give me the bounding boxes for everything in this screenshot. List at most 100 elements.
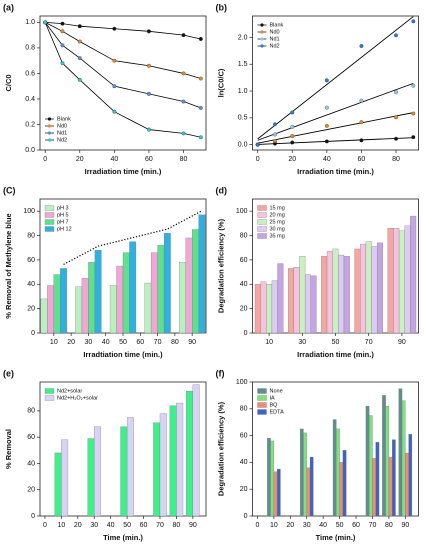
x-tick-label: 30 [303,522,311,529]
point [198,76,203,81]
legend-label: Nd0 [270,29,280,35]
x-tick-label: 10 [265,339,273,346]
bar [398,230,405,334]
bar [61,439,69,517]
legend-label: pH 7 [57,219,69,225]
bar [354,248,361,334]
series-line [45,22,201,79]
legend-label: Nd1 [57,130,67,136]
point [181,99,186,104]
x-tick-label: 40 [107,522,115,529]
legend-label: BQ [270,402,279,408]
point [181,33,186,38]
x-axis-label: Irradiation time (min.) [85,167,162,176]
x-tick-label: 40 [323,156,331,163]
point [394,90,398,95]
legend-marker [260,23,264,27]
bar [392,439,396,517]
y-tick-label: 0 [244,513,248,520]
bar [310,275,317,334]
legend-marker [260,44,264,48]
y-axis-label: % Removal [4,429,13,469]
point [394,33,398,38]
bar [109,285,117,334]
bar [410,215,417,334]
bar [159,413,167,517]
point [112,84,117,89]
bar [342,450,347,517]
panel: (d) Irradiation time (min.) Degradation ef… [216,185,419,359]
point [394,115,398,120]
fit-line [257,82,414,141]
x-tick-label: 20 [76,156,84,163]
bar [169,405,177,517]
legend-label: EDTA [270,409,285,415]
bar [129,241,137,334]
bar [186,391,194,517]
y-tick-label: 60 [240,432,248,439]
legend-marker [47,131,52,135]
bar [343,256,350,334]
legend-label: pH 3 [57,205,69,211]
x-tick-label: 60 [136,339,144,346]
bar [185,237,193,334]
y-tick-label: 0 [31,330,35,337]
legend-swatch [44,226,55,232]
panel: (C) Irradtiation time (min.) % Removal of … [3,185,207,359]
legend-label: Nd0 [57,123,67,129]
point [411,135,416,140]
legend-swatch [257,205,267,211]
bar [153,422,161,517]
legend-swatch [44,205,55,211]
bar [192,384,200,517]
legend-swatch [257,395,267,401]
x-axis-label: Irradiation time (min.) [297,167,374,176]
point [112,58,117,63]
x-tick-label: 30 [90,522,98,529]
bar [372,458,376,517]
y-axis-label: C/C0 [4,74,13,91]
x-tick-label: 90 [401,522,409,529]
point [77,24,82,29]
y-tick-label: 0.4 [25,96,35,103]
plot-frame [252,15,419,151]
legend-label: Nd2+H₂O₂+solar [57,395,98,401]
x-tick-label: 30 [298,339,306,346]
bar [266,284,273,334]
point [411,83,416,88]
y-tick-label: 0.0 [25,147,35,154]
bar [382,395,386,517]
legend-swatch [257,212,267,218]
y-tick-label: 0.5 [238,115,248,122]
legend-label: 15 mg [270,205,285,211]
y-tick-label: 80 [27,232,35,239]
point [255,142,260,147]
point [146,91,151,96]
bar [75,286,83,334]
bar [53,274,61,334]
x-axis-label: Time (min.) [103,533,143,542]
panel: (b) Irradiation time (min.) ln(C0/C) 0.0 0.5… [216,2,419,176]
bar [293,267,300,334]
bar [332,419,337,517]
point [290,125,295,129]
point [411,111,416,116]
x-tick-label: 40 [110,156,118,163]
legend-swatch [257,409,267,415]
x-tick-label: 80 [392,156,400,163]
y-tick-label: 0 [31,513,35,520]
point [77,56,82,61]
point [273,122,277,127]
point [198,135,203,140]
y-tick-label: 20 [240,305,248,312]
bar [271,280,278,334]
bar [126,417,134,517]
x-axis-label: Irradiation time (min.) [297,350,374,359]
legend-label: 30 mg [270,226,285,232]
x-tick-label: 70 [154,339,162,346]
plot-frame [39,15,207,151]
panel-title: (a) [3,2,14,12]
panel: (f) Time (min.) Degradation efficiency (%)… [216,368,419,542]
point [181,131,186,136]
legend-marker [47,117,52,121]
